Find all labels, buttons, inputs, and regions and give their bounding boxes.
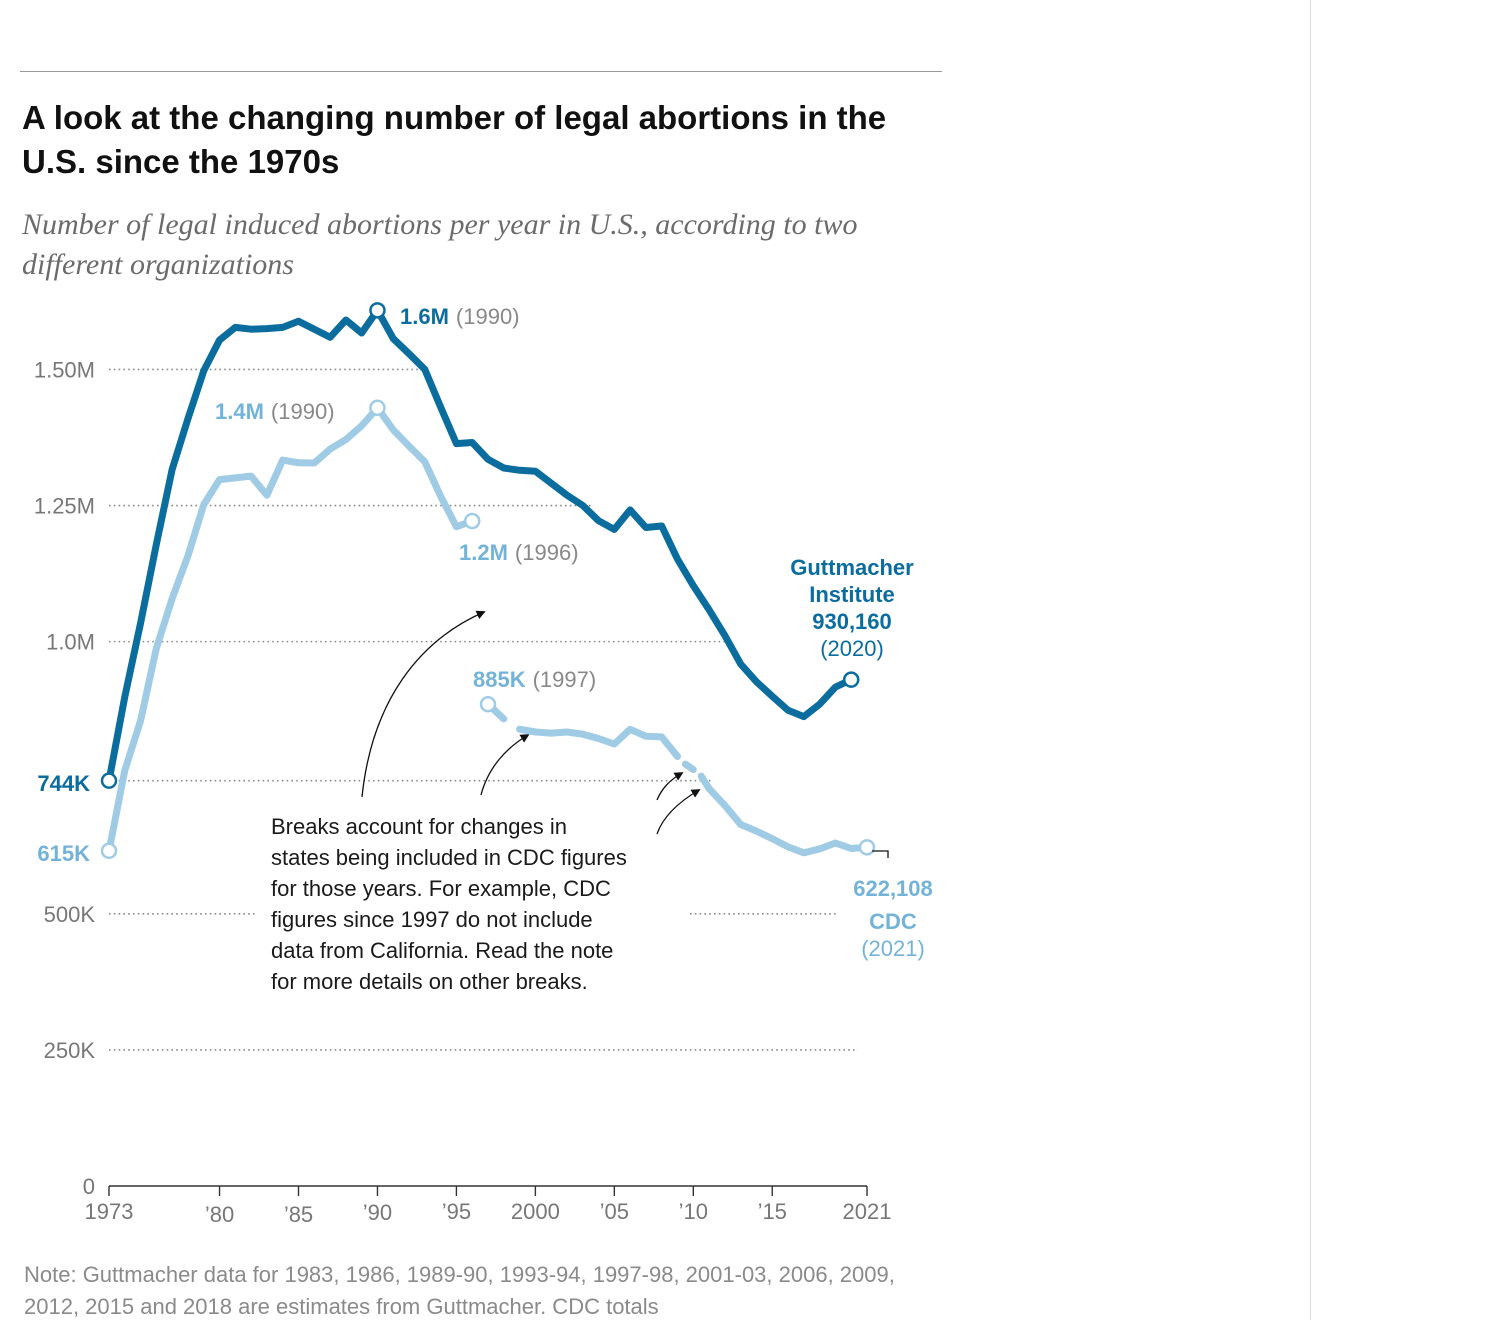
- annotation-arrow: [480, 734, 530, 796]
- label-cdc-end-year: (2021): [861, 936, 925, 961]
- label-cdc-end-name: CDC: [869, 909, 917, 934]
- x-tick-label: 2000: [511, 1199, 560, 1224]
- y-tick-label: 1.0M: [46, 630, 95, 655]
- annotation-line-5: data from California. Read the note: [271, 938, 613, 963]
- label-guttmacher-end-value: 930,160: [812, 609, 892, 634]
- label-guttmacher-end-year: (2020): [820, 636, 884, 661]
- cdc-end-leader-line: [872, 850, 889, 858]
- point-marker: [463, 512, 481, 530]
- annotation-arrow: [656, 789, 701, 835]
- x-tick-label: 2021: [843, 1199, 892, 1224]
- x-tick-label: ’80: [205, 1202, 234, 1227]
- series-line-cdc: [105, 404, 476, 855]
- series-markers: [100, 302, 876, 860]
- series-line-cdc: [516, 725, 681, 760]
- series-lines: [105, 306, 871, 857]
- series-line-cdc: [697, 772, 871, 857]
- breaks-annotation: Breaks account for changes in states bei…: [271, 814, 627, 994]
- y-tick-label: 1.25M: [34, 494, 95, 519]
- data-labels: 744K 615K 1.6M (1990) 1.4M (1990) 1.2M (199…: [37, 304, 932, 961]
- x-tick-label: ’15: [758, 1199, 787, 1224]
- x-tick-label: ’05: [600, 1199, 629, 1224]
- annotation-line-4: figures since 1997 do not include: [271, 907, 593, 932]
- label-guttmacher-1973: 744K: [37, 771, 90, 796]
- label-guttmacher-peak: 1.6M (1990): [400, 304, 520, 329]
- point-marker: [842, 671, 860, 688]
- point-marker: [100, 842, 118, 860]
- x-tick-label: ’85: [284, 1202, 313, 1227]
- series-line-guttmacher-institute: [105, 306, 855, 785]
- x-tick-label: 1973: [85, 1199, 134, 1224]
- label-guttmacher-end-name-2: Institute: [809, 582, 895, 607]
- label-cdc-end-value: 622,108: [853, 876, 933, 901]
- x-tick-label: ’10: [679, 1199, 708, 1224]
- annotation-arrows: [361, 610, 701, 835]
- annotation-line-3: for those years. For example, CDC: [271, 876, 611, 901]
- chart-note: Note: Guttmacher data for 1983, 1986, 19…: [24, 1262, 895, 1319]
- top-divider: [20, 71, 942, 72]
- label-cdc-1996: 1.2M (1996): [459, 540, 579, 565]
- x-tick-label: ’95: [442, 1199, 471, 1224]
- label-cdc-1973: 615K: [37, 841, 90, 866]
- label-cdc-peak: 1.4M (1990): [215, 399, 335, 424]
- annotation-arrow: [361, 610, 486, 798]
- y-tick-label: 0: [83, 1174, 95, 1199]
- annotation-line-2: states being included in CDC figures: [271, 845, 627, 870]
- y-tick-label: 500K: [44, 902, 96, 927]
- y-tick-label: 1.50M: [34, 357, 95, 382]
- series-line-cdc: [681, 760, 697, 774]
- point-marker: [369, 302, 386, 319]
- point-marker: [858, 839, 876, 856]
- gridlines: [109, 368, 858, 1051]
- chart-title: A look at the changing number of legal a…: [22, 99, 887, 180]
- label-guttmacher-end-name-1: Guttmacher: [790, 555, 914, 580]
- chart-subtitle: Number of legal induced abortions per ye…: [22, 208, 858, 281]
- point-marker: [100, 772, 118, 789]
- point-marker: [369, 399, 386, 417]
- page-right-border: [1310, 0, 1311, 1320]
- annotation-line-1: Breaks account for changes in: [271, 814, 567, 839]
- axes: 0 250K 500K 1.0M 1.25M 1.50M 1973 ’80 ’85 ’90 ’95 2…: [34, 357, 892, 1227]
- annotation-line-6: for more details on other breaks.: [271, 969, 588, 994]
- point-marker: [479, 695, 497, 713]
- y-tick-label: 250K: [44, 1038, 96, 1063]
- annotation-arrow: [656, 772, 684, 801]
- label-cdc-1997: 885K (1997): [473, 667, 596, 692]
- x-tick-label: ’90: [363, 1200, 392, 1225]
